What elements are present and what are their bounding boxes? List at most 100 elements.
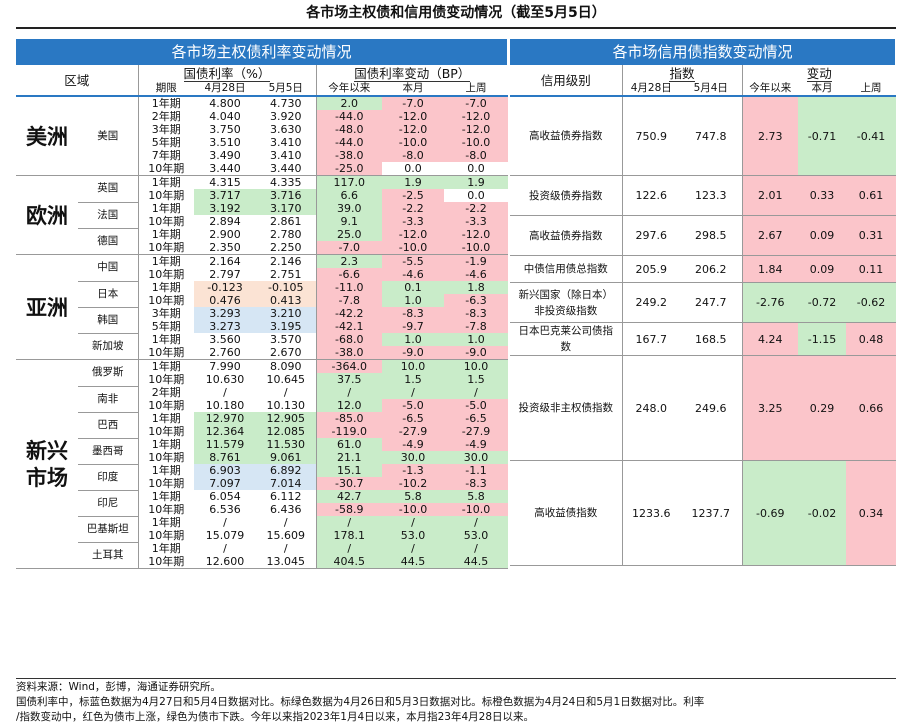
mtd-change-cell: 30.0	[382, 451, 444, 464]
tenor-cell: 1年期	[137, 516, 194, 529]
ytd-change-cell: -119.0	[315, 425, 382, 438]
yield-may5-cell: 3.195	[256, 320, 316, 333]
ytd-change-cell: 2.3	[315, 254, 382, 268]
yield-may5-cell: 15.609	[266, 529, 306, 542]
country-label: 美国	[78, 96, 138, 176]
yield-may5-cell: 3.570	[270, 333, 302, 346]
country-label: 法国	[78, 202, 138, 229]
country-label: 韩国	[78, 307, 138, 334]
table-row: 墨西哥 1年期 11.579 11.530 61.0 -4.9 -4.9	[16, 438, 509, 465]
tenor-cell: 1年期	[137, 490, 194, 503]
yield-may5-cell: /	[283, 386, 288, 399]
tenor-cell: 1年期	[137, 333, 194, 346]
ytd-change-cell: -364.0	[315, 359, 382, 373]
wow-change-cell: 1.8	[444, 281, 509, 294]
wow-change-cell: -6.5	[444, 412, 509, 425]
yield-may5-cell: 10.130	[266, 399, 306, 412]
ytd-change-cell: /	[315, 516, 382, 529]
mtd-change-cell: /	[382, 386, 444, 399]
table-row: 新兴国家（除日本）非投资级指数 249.2 247.7 -2.76 -0.72 -0.62	[510, 282, 897, 323]
ytd-change-cell: 15.1	[315, 464, 382, 477]
yield-apr28-cell: 12.600	[194, 555, 256, 569]
wow-change-cell: -10.0	[444, 241, 509, 255]
yield-apr28-cell: 4.800	[209, 97, 241, 110]
mtd-change-cell: 1.0	[382, 294, 444, 307]
yield-apr28-cell: 3.273	[194, 320, 256, 333]
tenor-cell: 1年期	[137, 202, 194, 215]
mtd-change-cell: -10.0	[382, 503, 444, 516]
mtd-change-cell: 10.0	[382, 359, 444, 373]
yield-may5-cell: 12.905	[256, 412, 316, 425]
ytd-change-cell: 2.73	[741, 96, 798, 176]
table-row: 高收益债券指数 297.6 298.5 2.67 0.09 0.31	[510, 215, 897, 256]
yield-may5-cell: 3.410	[270, 149, 302, 162]
tenor-cell: 10年期	[137, 373, 194, 386]
tenor-cell: 10年期	[137, 346, 194, 360]
index-apr28-cell: 1233.6	[621, 460, 680, 566]
mtd-change-cell: 53.0	[382, 529, 444, 542]
table-row: 10年期 6.536 6.436 -58.9 -10.0 -10.0	[16, 503, 509, 516]
yield-apr28-cell: 2.894	[209, 215, 241, 228]
tenor-cell: 1年期	[137, 412, 194, 425]
col-mtd: 本月	[811, 82, 833, 94]
ytd-change-cell: 21.1	[315, 451, 382, 464]
yield-may5-cell: 3.920	[270, 110, 302, 123]
col-wow: 上周	[860, 82, 882, 94]
ytd-change-cell: -38.0	[315, 149, 382, 162]
ytd-change-cell: -38.0	[315, 346, 382, 360]
tenor-cell: 1年期	[137, 96, 194, 110]
mtd-change-cell: -10.0	[382, 241, 444, 255]
yield-apr28-cell: 3.717	[194, 189, 256, 202]
yield-header: 国债利率（%）	[137, 65, 316, 82]
table-row: 巴基斯坦 1年期 / / / / /	[16, 516, 509, 543]
ytd-change-cell: 3.25	[741, 355, 798, 461]
tenor-cell: 10年期	[137, 241, 194, 255]
country-label: 印度	[78, 464, 138, 491]
yield-apr28-cell: 2.164	[209, 255, 241, 268]
rating-label: 投资级债券指数	[510, 175, 622, 216]
sovereign-banner: 各市场主权债利率变动情况	[16, 39, 510, 65]
mtd-change-cell: -12.0	[382, 110, 444, 123]
ytd-change-cell: -44.0	[315, 110, 382, 123]
wow-change-cell: -5.0	[444, 399, 509, 412]
yield-may5-cell: 2.780	[270, 228, 302, 241]
wow-change-cell: -7.8	[444, 320, 509, 333]
table-row: 印尼 1年期 6.054 6.112 42.7 5.8 5.8	[16, 490, 509, 517]
table-row: 10年期 8.761 9.061 21.1 30.0 30.0	[16, 451, 509, 464]
mtd-change-cell: 0.09	[798, 215, 846, 256]
index-may4-cell: 206.2	[680, 255, 742, 283]
yield-apr28-cell: 12.970	[194, 412, 256, 425]
table-row: 韩国 3年期 3.293 3.210 -42.2 -8.3 -8.3	[16, 307, 509, 334]
tenor-cell: 1年期	[137, 175, 194, 189]
yield-apr28-cell: 3.490	[209, 149, 241, 162]
wow-change-cell: -12.0	[444, 228, 509, 241]
yield-change-header: 国债利率变动（BP）	[315, 65, 509, 82]
yield-may5-cell: 2.751	[270, 268, 302, 281]
table-row: 10年期 0.476 0.413 -7.8 1.0 -6.3	[16, 294, 509, 307]
country-label: 巴基斯坦	[78, 516, 138, 543]
ytd-change-cell: 61.0	[315, 438, 382, 451]
table-row: 10年期 3.440 3.440 -25.0 0.0 0.0	[16, 162, 509, 176]
mtd-change-cell: 5.8	[382, 490, 444, 503]
mtd-change-cell: -7.0	[382, 96, 444, 110]
wow-change-cell: -6.3	[444, 294, 509, 307]
table-row: 高收益债券指数 750.9 747.8 2.73 -0.71 -0.41	[510, 96, 897, 176]
yield-apr28-cell: 3.293	[194, 307, 256, 320]
tenor-cell: 10年期	[137, 555, 194, 569]
tenor-cell: 10年期	[137, 529, 194, 542]
index-may4-cell: 747.8	[680, 96, 742, 176]
country-label: 墨西哥	[78, 438, 138, 465]
rating-label: 投资级非主权债指数	[510, 355, 622, 461]
table-row: 5年期 3.510 3.410 -44.0 -10.0 -10.0	[16, 136, 509, 149]
ytd-change-cell: 2.67	[741, 215, 798, 256]
yield-apr28-cell: /	[223, 516, 227, 529]
wow-change-cell: /	[444, 386, 509, 399]
wow-change-cell: 0.66	[846, 355, 897, 461]
country-label: 新加坡	[78, 333, 138, 360]
yield-apr28-cell: 2.760	[194, 346, 256, 360]
country-label: 德国	[78, 228, 138, 255]
table-row: 投资级非主权债指数 248.0 249.6 3.25 0.29 0.66	[510, 355, 897, 461]
mtd-change-cell: -4.6	[382, 268, 444, 281]
table-row: 高收益债指数 1233.6 1237.7 -0.69 -0.02 0.34	[510, 460, 897, 566]
tenor-cell: 2年期	[137, 110, 194, 123]
